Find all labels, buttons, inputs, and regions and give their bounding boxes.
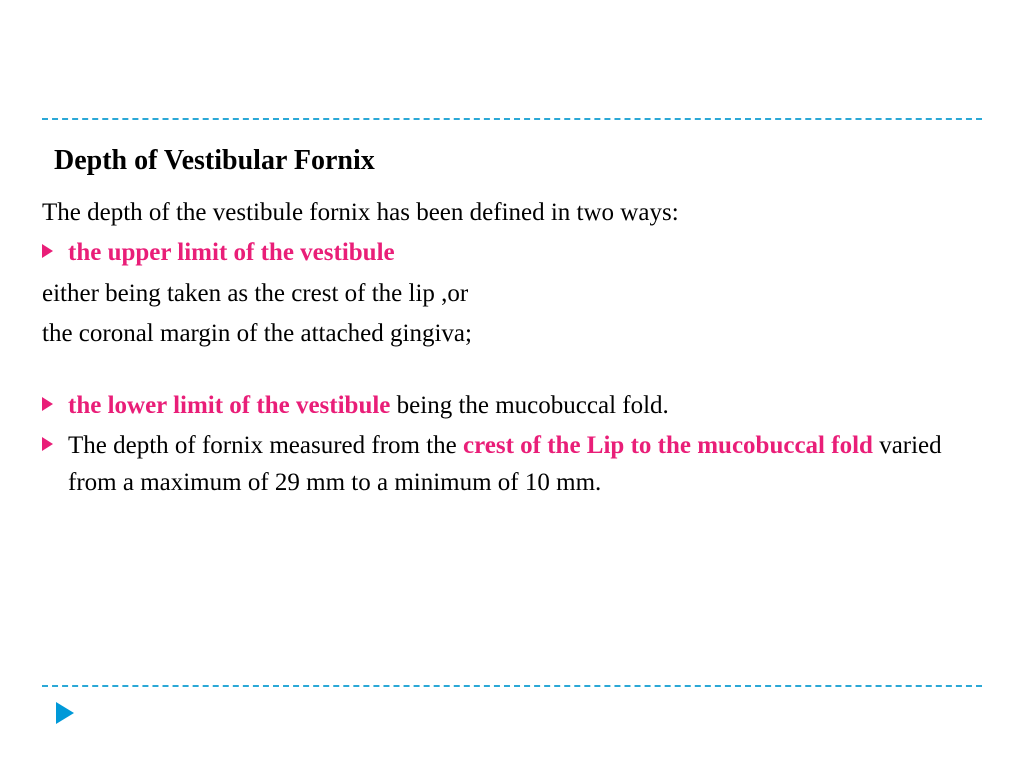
bullet-item-2: the lower limit of the vestibule being t… <box>42 388 982 424</box>
line-after-bullet-1b: the coronal margin of the attached gingi… <box>42 316 982 352</box>
top-dashed-divider <box>42 118 982 120</box>
bullet-3-pink: crest of the Lip to the mucobuccal fold <box>463 432 873 459</box>
bullet-2-rest: being the mucobuccal fold. <box>390 392 668 419</box>
slide-title: Depth of Vestibular Fornix <box>54 145 982 177</box>
triangle-bullet-icon <box>42 428 68 451</box>
line-after-bullet-1a: either being taken as the crest of the l… <box>42 276 982 312</box>
bullet-3-text: The depth of fornix measured from the cr… <box>68 428 982 501</box>
bullet-3-pre: The depth of fornix measured from the <box>68 432 463 459</box>
intro-text: The depth of the vestibule fornix has be… <box>42 195 982 231</box>
paragraph-spacer <box>42 356 982 388</box>
triangle-bullet-icon <box>42 388 68 411</box>
triangle-bullet-icon <box>42 235 68 258</box>
bullet-1-pink: the upper limit of the vestibule <box>68 239 395 266</box>
bottom-dashed-divider <box>42 685 982 687</box>
bullet-2-text: the lower limit of the vestibule being t… <box>68 388 669 424</box>
bullet-item-3: The depth of fornix measured from the cr… <box>42 428 982 501</box>
bullet-item-1: the upper limit of the vestibule <box>42 235 982 271</box>
next-slide-button[interactable] <box>56 702 76 729</box>
bullet-1-text: the upper limit of the vestibule <box>68 235 395 271</box>
slide-content: Depth of Vestibular Fornix The depth of … <box>42 145 982 505</box>
bullet-2-pink: the lower limit of the vestibule <box>68 392 390 419</box>
